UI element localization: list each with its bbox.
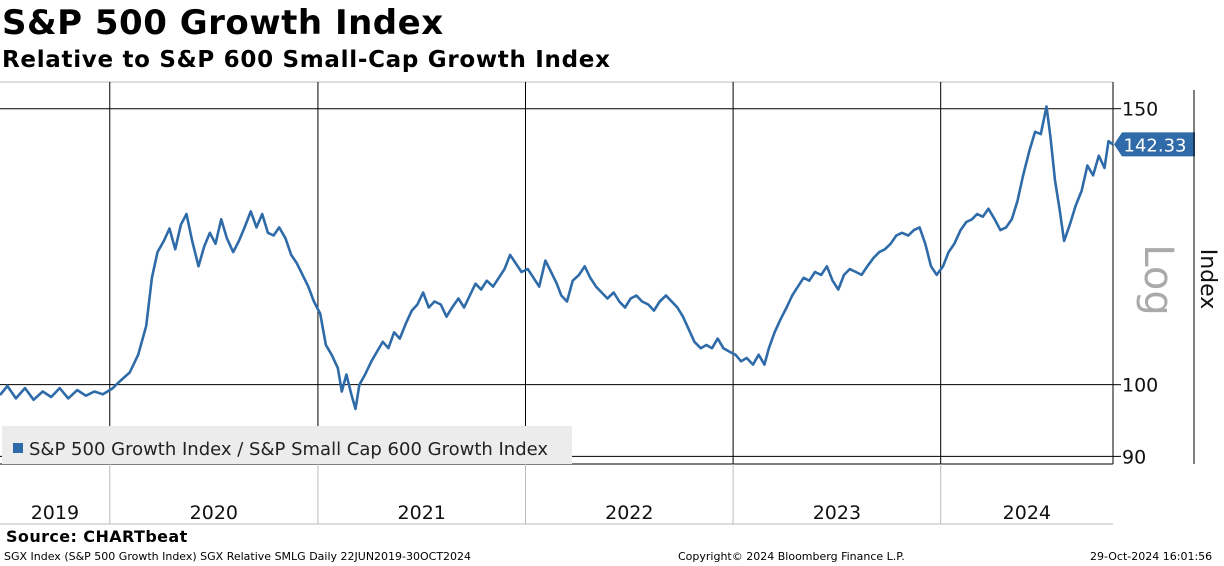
legend-swatch bbox=[13, 443, 23, 453]
last-value-tag bbox=[1114, 132, 1195, 157]
y-tick-label: 90 bbox=[1122, 446, 1146, 468]
legend-background bbox=[2, 426, 572, 464]
y-tick-label: 150 bbox=[1122, 99, 1158, 121]
x-tick-label: 2021 bbox=[398, 502, 446, 524]
series-line bbox=[0, 105, 1114, 411]
source-label: Source: CHARTbeat bbox=[6, 527, 188, 546]
x-tick-label: 2020 bbox=[190, 502, 238, 524]
legend-label: S&P 500 Growth Index / S&P Small Cap 600… bbox=[29, 439, 548, 460]
y-tick-label: 100 bbox=[1122, 375, 1158, 397]
x-tick-label: 2024 bbox=[1003, 502, 1051, 524]
y-axis-label: Index bbox=[1195, 249, 1220, 310]
grid-layer bbox=[0, 81, 1113, 464]
copyright: Copyright© 2024 Bloomberg Finance L.P. bbox=[678, 550, 905, 563]
last-value-label: 142.33 bbox=[1124, 135, 1187, 156]
timestamp: 29-Oct-2024 16:01:56 bbox=[1090, 550, 1213, 563]
ticker-info: SGX Index (S&P 500 Growth Index) SGX Rel… bbox=[4, 550, 472, 563]
x-tick-label: 2019 bbox=[31, 502, 79, 524]
x-tick-label: 2022 bbox=[605, 502, 653, 524]
legend: S&P 500 Growth Index / S&P Small Cap 600… bbox=[2, 426, 572, 464]
chart-title: S&P 500 Growth Index bbox=[2, 3, 444, 43]
chart-subtitle: Relative to S&P 600 Small-Cap Growth Ind… bbox=[2, 47, 611, 73]
series-layer bbox=[0, 105, 1114, 411]
x-tick-label: 2023 bbox=[813, 502, 861, 524]
log-scale-label: Log bbox=[1135, 244, 1181, 315]
label-layer: 142.33 Log Index bbox=[1114, 90, 1220, 464]
